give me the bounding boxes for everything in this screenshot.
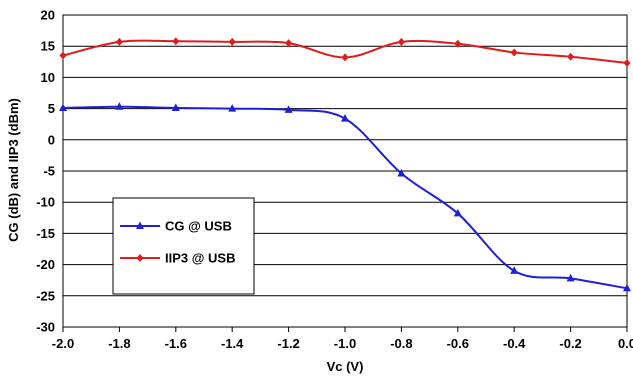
x-tick-label: -1.4: [221, 336, 244, 351]
y-tick-label: -20: [36, 257, 55, 272]
legend-swatch-marker: [136, 221, 144, 229]
legend-swatch-marker: [136, 254, 144, 262]
series-line: [62, 105, 628, 290]
data-point: [510, 48, 518, 57]
y-tick-label: 0: [48, 132, 55, 147]
y-tick-label: 5: [48, 101, 55, 116]
y-tick-label: -30: [36, 320, 55, 335]
data-point: [510, 266, 519, 274]
data-point: [453, 208, 462, 217]
data-point: [115, 102, 124, 110]
data-point: [341, 53, 349, 62]
x-axis-title: Vc (V): [327, 359, 364, 374]
y-tick-label: -15: [36, 226, 55, 241]
legend-label: CG @ USB: [165, 219, 232, 234]
data-point: [171, 103, 180, 111]
x-tick-labels: -2.0 -1.8 -1.6 -1.4 -1.2 -1.0 -0.8 -0.6 -0.4 -0.2…: [52, 327, 633, 351]
series-lines: [59, 37, 631, 292]
y-tick-label: -25: [36, 288, 55, 303]
data-point: [228, 37, 236, 46]
data-point: [397, 168, 406, 177]
series-0: [59, 102, 631, 292]
data-point: [228, 104, 237, 112]
legend-label: IIP3 @ USB: [165, 251, 235, 266]
x-tick-label: -0.2: [559, 336, 581, 351]
x-tick-label: -1.8: [108, 336, 130, 351]
x-tick-label: 0.0: [618, 336, 633, 351]
data-point: [59, 51, 67, 60]
x-tick-label: -0.8: [390, 336, 412, 351]
y-tick-label: 20: [41, 8, 55, 23]
x-tick-label: -0.6: [447, 336, 469, 351]
data-point: [623, 283, 631, 292]
data-point: [341, 114, 349, 122]
y-axis-title: CG (dB) and IIP3 (dBm): [6, 98, 21, 242]
x-tick-label: -1.2: [277, 336, 299, 351]
series-1: [59, 37, 631, 68]
x-tick-label: -1.6: [165, 336, 187, 351]
data-point: [623, 59, 631, 68]
data-point: [454, 39, 462, 48]
data-point: [115, 37, 123, 46]
data-point: [397, 37, 405, 46]
data-point: [567, 52, 575, 61]
x-tick-label: -2.0: [52, 336, 74, 351]
legend-box: [112, 197, 255, 295]
y-tick-labels: 20 15 10 5 0 -5 -10 -15 -20 -25 -30: [36, 8, 55, 335]
data-point: [59, 103, 67, 111]
y-tick-label: -10: [36, 195, 55, 210]
y-tick-label: -5: [43, 164, 55, 179]
data-point: [566, 273, 575, 282]
y-tick-label: 10: [41, 70, 55, 85]
y-tick-label: 15: [41, 39, 55, 54]
data-point: [285, 39, 293, 48]
x-tick-label: -1.0: [334, 336, 356, 351]
legend: CG @ USB IIP3 @ USB: [112, 197, 255, 295]
data-point: [172, 37, 180, 46]
data-point: [284, 105, 293, 113]
x-tick-label: -0.4: [503, 336, 526, 351]
